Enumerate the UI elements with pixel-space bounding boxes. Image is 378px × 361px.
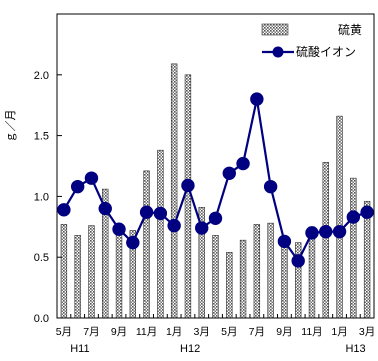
point-sulfate-ion [305, 226, 319, 240]
bar-sulfur [267, 222, 274, 319]
legend-label-sulfur: 硫黄 [338, 22, 362, 37]
bar-sulfur [226, 252, 233, 319]
year-label: H11 [70, 343, 89, 355]
point-sulfate-ion [250, 92, 264, 106]
point-sulfate-ion [153, 206, 168, 221]
bar-sulfur [88, 225, 95, 319]
point-sulfate-ion [319, 224, 333, 239]
bar-sulfur [308, 226, 316, 319]
point-sulfate-ion [70, 179, 85, 194]
legend-label-sulfate-ion: 硫酸イオン [296, 44, 356, 59]
bar-sulfur [253, 224, 261, 319]
bar-sulfur [239, 239, 247, 319]
y-tick-label: 0.5 [34, 252, 49, 264]
point-sulfate-ion [277, 234, 292, 249]
point-sulfate-ion [84, 171, 99, 185]
legend-marker-sulfate-ion [272, 46, 284, 58]
bar-sulfur [143, 170, 150, 319]
axes [56, 13, 375, 319]
x-tick-label: 7月 [83, 326, 99, 338]
point-sulfate-ion [263, 179, 278, 194]
x-tick-label: 3月 [359, 326, 375, 338]
y-tick-label: 2.0 [34, 70, 49, 82]
bar-sulfur [74, 235, 81, 319]
y-tick-label: 0.0 [34, 313, 49, 325]
y-tick-label: 1.5 [34, 131, 49, 143]
point-sulfate-ion [139, 205, 154, 219]
point-sulfate-ion [112, 222, 126, 236]
tick-labels: 0.0 0.5 1.0 1.5 2.0 5月 7月 9月 11月 1月 3月 5月 7月 9月 11月 1月 3… [4, 70, 375, 355]
x-tick-label: 1月 [331, 326, 347, 338]
bar-sulfur [322, 162, 329, 319]
x-tick-label: 9月 [111, 326, 127, 338]
point-sulfate-ion [236, 156, 250, 171]
x-tick-label: 5月 [56, 326, 72, 338]
y-axis-label: ｇ／月 [4, 110, 17, 143]
point-sulfate-ion [346, 210, 361, 224]
bar-sulfur [295, 242, 302, 319]
point-sulfate-ion [195, 221, 209, 235]
plot-frame [56, 13, 375, 319]
point-sulfate-ion [360, 205, 374, 219]
bar-sulfur [350, 177, 357, 319]
legend-swatch-sulfur [261, 23, 289, 36]
point-sulfate-ion [291, 254, 305, 268]
bar-sulfur [60, 224, 68, 319]
point-sulfate-ion [57, 203, 71, 217]
y-tick-label: 1.0 [34, 191, 49, 203]
bar-sulfur [170, 63, 178, 319]
x-tick-label: 5月 [221, 326, 237, 338]
point-sulfate-ion [222, 166, 236, 180]
year-label: H12 [180, 343, 200, 355]
point-sulfate-ion [208, 211, 223, 225]
bar-sulfur [281, 244, 288, 319]
bar-series-sulfur [60, 63, 371, 319]
bar-sulfur [184, 74, 192, 319]
point-sulfate-ion [167, 218, 181, 233]
x-tick-label: 7月 [249, 326, 265, 338]
x-tick-label: 1月 [166, 326, 182, 338]
bar-sulfur [336, 115, 343, 319]
line-series-sulfate-ion [57, 92, 374, 268]
year-label: H13 [345, 343, 365, 355]
point-sulfate-ion [181, 178, 195, 193]
x-tick-label: 11月 [301, 326, 322, 338]
x-tick-label: 11月 [136, 326, 157, 338]
bar-sulfur [212, 235, 219, 319]
x-tick-label: 3月 [194, 326, 210, 338]
bar-sulfur [157, 149, 164, 319]
x-tick-label: 9月 [276, 326, 292, 338]
bar-sulfur [115, 231, 123, 319]
point-sulfate-ion [332, 224, 347, 239]
point-sulfate-ion [126, 235, 140, 250]
point-sulfate-ion [98, 201, 112, 216]
